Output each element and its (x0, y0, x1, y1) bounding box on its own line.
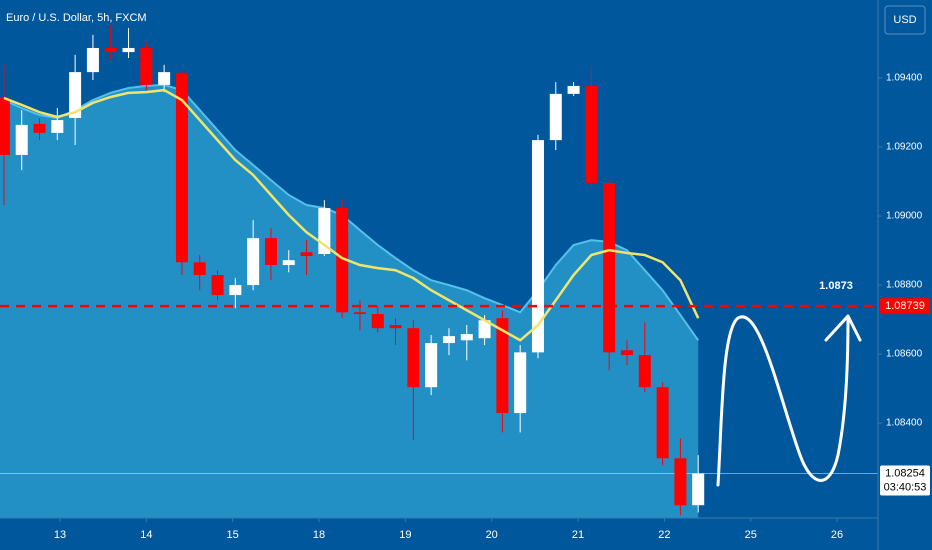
price-label-box (880, 465, 930, 496)
candle-body (300, 252, 313, 257)
candle-body (425, 343, 438, 388)
candle-body (51, 120, 64, 133)
annotation: 1.0873 (819, 280, 853, 292)
candle-body (15, 124, 28, 155)
x-tick-label: 13 (54, 529, 66, 541)
y-tick-label: 1.09000 (886, 211, 923, 222)
price-label: 1.08739 (885, 300, 925, 312)
x-tick-label: 25 (745, 529, 757, 541)
y-tick-label: 1.09400 (886, 73, 923, 84)
candle-body (585, 85, 598, 183)
y-tick-label: 1.08800 (886, 280, 923, 291)
candle-body (638, 355, 651, 388)
plot-area (0, 24, 878, 519)
candle-body (122, 47, 135, 53)
y-tick-label: 1.09200 (886, 142, 923, 153)
candle-body (175, 72, 188, 263)
currency-label[interactable]: USD (893, 14, 916, 26)
candle-body (389, 325, 402, 329)
moving-average (3, 88, 700, 342)
x-tick-label: 22 (658, 529, 670, 541)
candle-body (211, 275, 224, 296)
candle-body (0, 98, 10, 155)
candle-body (282, 260, 295, 266)
candle-body (407, 328, 420, 388)
x-tick-label: 21 (572, 529, 584, 541)
candle-body (460, 334, 473, 341)
x-tick-label: 20 (486, 529, 498, 541)
candle-body (442, 336, 455, 344)
candle-body (567, 85, 580, 94)
x-tick-label: 18 (313, 529, 325, 541)
x-tick-label: 14 (140, 529, 152, 541)
price-label-box (880, 298, 930, 315)
y-tick-label: 1.08400 (886, 418, 923, 429)
price-label: 1.08254 (885, 467, 925, 479)
candle-body (140, 47, 153, 85)
candle-body (371, 314, 384, 329)
x-tick-label: 15 (227, 529, 239, 541)
candle-body (336, 208, 349, 313)
candle-body (692, 473, 705, 506)
x-tick-label: 19 (399, 529, 411, 541)
arrow-head (824, 314, 862, 342)
candle-body (247, 238, 260, 286)
candle-body (69, 72, 82, 119)
candle-body (674, 458, 687, 506)
candle-body (656, 387, 669, 459)
band-line (3, 83, 700, 341)
candle-body (264, 238, 277, 266)
candle-body (478, 320, 491, 339)
candle-body (158, 72, 171, 85)
candle-body (603, 182, 616, 353)
candle-body (104, 47, 117, 53)
x-tick-label: 26 (831, 529, 843, 541)
countdown: 03:40:53 (884, 481, 927, 493)
candle-body (86, 47, 99, 73)
candle-body (620, 350, 633, 356)
candle-body (33, 123, 46, 133)
candle-body (531, 140, 544, 353)
candle-body (353, 312, 366, 315)
candle-body (193, 262, 206, 276)
currency-button[interactable] (884, 5, 926, 35)
candle-body (514, 352, 527, 414)
y-tick-label: 1.08600 (886, 349, 923, 360)
candle-body (229, 285, 242, 296)
candle-body (496, 318, 509, 414)
chart-title: Euro / U.S. Dollar, 5h, FXCM (6, 12, 147, 24)
freehand-arrow (716, 315, 850, 487)
candle-body (549, 93, 562, 141)
